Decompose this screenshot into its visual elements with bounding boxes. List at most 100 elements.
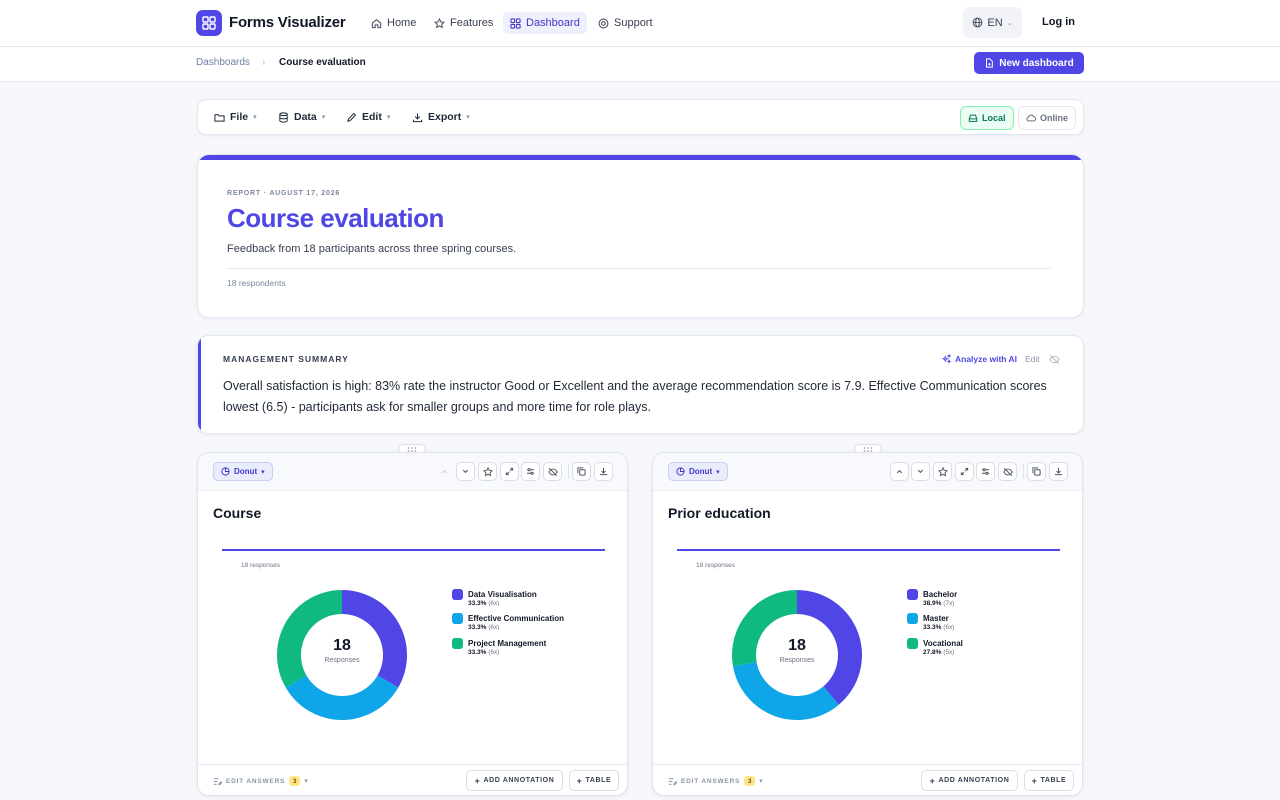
donut-slice-vocational[interactable]: [732, 590, 797, 667]
widget-response-count: 18 responses: [241, 562, 281, 569]
analyze-with-ai-button[interactable]: Analyze with AI: [942, 354, 1017, 364]
chart-type-selector[interactable]: Donut ▾: [668, 462, 728, 481]
nav-dashboard[interactable]: Dashboard: [503, 12, 587, 34]
add-annotation-label: ADD ANNOTATION: [938, 777, 1010, 784]
legend-count: (6x): [488, 624, 500, 631]
nav-support[interactable]: Support: [591, 12, 660, 34]
widget-footer: EDIT ANSWERS 3 ▾ + ADD ANNOTATION + TABL…: [653, 764, 1082, 795]
table-button[interactable]: + TABLE: [1024, 770, 1074, 791]
widget-card-prior-education: Donut ▾ Prior education 18 responses 18 …: [652, 452, 1083, 796]
legend-count: (6x): [943, 624, 955, 631]
summary-text[interactable]: Overall satisfaction is high: 83% rate t…: [223, 379, 1047, 414]
donut-chart[interactable]: [731, 589, 863, 721]
legend-swatch: [907, 589, 918, 600]
breadcrumb-root[interactable]: Dashboards: [196, 57, 250, 68]
star-icon[interactable]: [933, 462, 952, 481]
summary-edit-button[interactable]: Edit: [1025, 354, 1040, 364]
chart-type-label: Donut: [689, 467, 713, 476]
widget-title-underline: [222, 549, 605, 551]
legend-percent: 27.8%: [923, 649, 942, 656]
summary-accent: [198, 336, 201, 433]
legend-swatch: [907, 638, 918, 649]
logo-icon[interactable]: [196, 10, 222, 36]
add-annotation-button[interactable]: + ADD ANNOTATION: [921, 770, 1018, 791]
header-divider: [1023, 464, 1024, 479]
duplicate-icon[interactable]: [572, 462, 591, 481]
edit-menu-label: Edit: [362, 111, 382, 123]
move-down-icon[interactable]: [456, 462, 475, 481]
move-up-icon[interactable]: [890, 462, 909, 481]
edit-answers-button[interactable]: EDIT ANSWERS 3 ▾: [213, 776, 309, 786]
widget-title-underline: [677, 549, 1060, 551]
new-dashboard-button[interactable]: New dashboard: [974, 52, 1084, 74]
edit-answers-button[interactable]: EDIT ANSWERS 3 ▾: [668, 776, 764, 786]
pie-chart-icon: [221, 467, 230, 476]
donut-slice-bachelor[interactable]: [797, 590, 862, 705]
widget-title[interactable]: Prior education: [668, 505, 771, 521]
add-annotation-button[interactable]: + ADD ANNOTATION: [466, 770, 563, 791]
file-menu[interactable]: File ▾: [214, 111, 257, 123]
download-icon: [412, 112, 423, 123]
cloud-icon: [1026, 113, 1036, 123]
table-button[interactable]: + TABLE: [569, 770, 619, 791]
report-divider: [227, 268, 1051, 269]
widget-title[interactable]: Course: [213, 505, 262, 521]
report-title[interactable]: Course evaluation: [227, 203, 444, 233]
settings-sliders-icon[interactable]: [976, 462, 995, 481]
donut-slice-data-visualisation[interactable]: [342, 590, 407, 688]
online-label: Online: [1040, 113, 1069, 123]
chevron-down-icon: ▾: [466, 114, 470, 121]
donut-slice-project-management[interactable]: [277, 590, 342, 688]
legend-count: (6x): [488, 600, 500, 607]
duplicate-icon[interactable]: [1027, 462, 1046, 481]
data-menu-label: Data: [294, 111, 317, 123]
star-icon[interactable]: [478, 462, 497, 481]
folder-icon: [214, 112, 225, 123]
language-selector[interactable]: EN ⌄: [963, 7, 1022, 38]
chevron-down-icon: ▾: [261, 468, 265, 476]
eye-off-icon[interactable]: [998, 462, 1017, 481]
expand-icon[interactable]: [500, 462, 519, 481]
add-annotation-label: ADD ANNOTATION: [483, 777, 555, 784]
chevron-down-icon: ▾: [716, 468, 720, 476]
top-navigation: Forms Visualizer Home Features Dashboard…: [0, 0, 1280, 47]
chevron-down-icon: ▾: [386, 114, 391, 121]
local-storage-toggle[interactable]: Local: [960, 106, 1014, 130]
donut-chart[interactable]: [276, 589, 408, 721]
report-subtitle[interactable]: Feedback from 18 participants across thr…: [227, 243, 517, 255]
edit-menu[interactable]: Edit ▾: [346, 111, 390, 123]
chart-type-selector[interactable]: Donut ▾: [213, 462, 273, 481]
legend-swatch: [452, 638, 463, 649]
eye-off-icon[interactable]: [1049, 354, 1060, 365]
nav-home[interactable]: Home: [364, 12, 423, 34]
nav-features-label: Features: [450, 17, 494, 29]
nav-features[interactable]: Features: [427, 12, 500, 34]
widget-card-course: Donut ▾ Course 18 responses 18 Responses…: [197, 452, 628, 796]
database-icon: [278, 111, 289, 123]
chevron-down-icon: ⌄: [1006, 19, 1013, 27]
online-storage-toggle[interactable]: Online: [1018, 106, 1077, 130]
move-up-icon[interactable]: [435, 462, 454, 481]
donut-slice-master[interactable]: [732, 662, 839, 720]
plus-icon: +: [929, 775, 936, 786]
nav-dashboard-label: Dashboard: [526, 17, 580, 29]
legend-count: (5x): [943, 649, 955, 656]
report-accent-bar: [198, 155, 1083, 160]
legend-percent: 38.9%: [923, 600, 942, 607]
donut-slice-effective-communication[interactable]: [285, 675, 399, 721]
donut-center-label: Responses: [324, 657, 360, 664]
brand-name[interactable]: Forms Visualizer: [229, 14, 346, 31]
download-icon[interactable]: [594, 462, 613, 481]
settings-sliders-icon[interactable]: [521, 462, 540, 481]
legend-label: Data Visualisation: [468, 590, 537, 599]
data-menu[interactable]: Data ▾: [278, 111, 325, 123]
expand-icon[interactable]: [955, 462, 974, 481]
login-link[interactable]: Log in: [1042, 16, 1075, 28]
eye-off-icon[interactable]: [543, 462, 562, 481]
move-down-icon[interactable]: [911, 462, 930, 481]
legend-value: 27.8% (5x): [923, 649, 954, 656]
download-icon[interactable]: [1049, 462, 1068, 481]
export-menu[interactable]: Export ▾: [412, 111, 470, 123]
management-summary-card: MANAGEMENT SUMMARY Analyze with AI Edit …: [197, 335, 1084, 434]
legend-percent: 33.3%: [923, 624, 942, 631]
